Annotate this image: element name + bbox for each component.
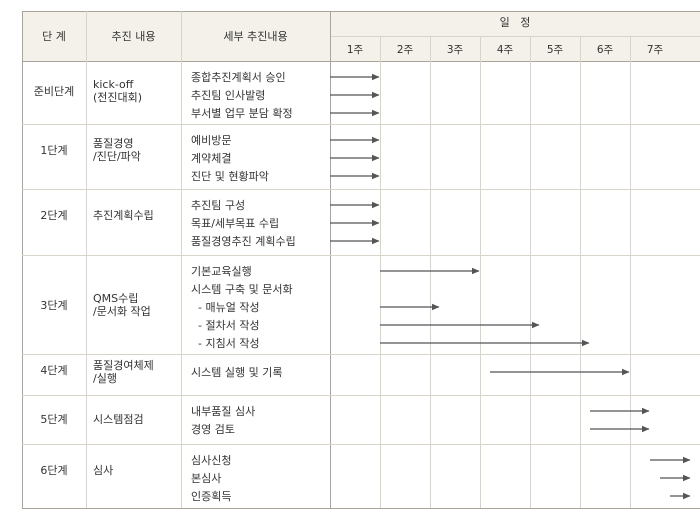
week-divider bbox=[430, 36, 431, 508]
row-divider bbox=[22, 255, 700, 256]
detail-item: 경영 검토 bbox=[191, 423, 235, 436]
week-header: 7주 bbox=[646, 44, 664, 56]
row-divider bbox=[22, 395, 700, 396]
task-label: kick-off bbox=[93, 78, 134, 91]
task-label: /문서화 작업 bbox=[93, 305, 151, 318]
table-left-border bbox=[22, 11, 23, 508]
header-task: 추진 내용 bbox=[111, 30, 156, 43]
column-divider bbox=[86, 11, 87, 508]
task-label: /실행 bbox=[93, 372, 117, 385]
detail-item: 인증획득 bbox=[191, 490, 232, 503]
column-divider bbox=[330, 11, 331, 508]
header-stage: 단 계 bbox=[42, 30, 66, 43]
stage-label: 4단계 bbox=[40, 364, 68, 377]
stage-label: 5단계 bbox=[40, 413, 68, 426]
detail-item: 계약체결 bbox=[191, 152, 232, 165]
week-header: 3주 bbox=[446, 44, 464, 56]
week-header: 2주 bbox=[396, 44, 414, 56]
header-split-line bbox=[330, 36, 700, 37]
stage-label: 1단계 bbox=[40, 144, 68, 157]
header-bottom-border bbox=[22, 61, 700, 62]
table-top-border bbox=[22, 11, 700, 12]
table-bottom-border bbox=[22, 508, 700, 509]
detail-item: 목표/세부목표 수립 bbox=[191, 217, 280, 230]
stage-label: 3단계 bbox=[40, 299, 68, 312]
detail-item: 시스템 구축 및 문서화 bbox=[191, 283, 293, 296]
task-label: QMS수립 bbox=[93, 292, 139, 305]
detail-item: 부서별 업무 분담 확정 bbox=[191, 107, 293, 120]
column-divider bbox=[181, 11, 182, 508]
header-schedule: 일 정 bbox=[499, 16, 531, 29]
week-header: 4주 bbox=[496, 44, 514, 56]
stage-label: 준비단계 bbox=[33, 85, 75, 98]
row-divider bbox=[22, 189, 700, 190]
detail-item: - 절차서 작성 bbox=[191, 319, 260, 332]
week-divider bbox=[380, 36, 381, 508]
week-header: 6주 bbox=[596, 44, 614, 56]
task-label: 품질경여체제 bbox=[93, 359, 154, 372]
detail-item: 진단 및 현황파악 bbox=[191, 170, 269, 183]
row-divider bbox=[22, 354, 700, 355]
week-header: 5주 bbox=[546, 44, 564, 56]
stage-label: 6단계 bbox=[40, 464, 68, 477]
detail-item: 기본교육실행 bbox=[191, 265, 252, 278]
week-divider bbox=[530, 36, 531, 508]
week-header: 1주 bbox=[346, 44, 364, 56]
detail-item: 시스템 실행 및 기록 bbox=[191, 366, 283, 379]
detail-item: 심사신청 bbox=[191, 454, 232, 467]
detail-item: - 매뉴얼 작성 bbox=[191, 301, 260, 314]
header-detail: 세부 추진내용 bbox=[223, 30, 288, 43]
week-divider bbox=[480, 36, 481, 508]
detail-item: 예비방문 bbox=[191, 134, 232, 147]
task-label: 심사 bbox=[93, 464, 114, 477]
detail-item: 품질경영추진 계획수립 bbox=[191, 235, 296, 248]
stage-label: 2단계 bbox=[40, 209, 68, 222]
task-label: 추진계획수립 bbox=[93, 209, 154, 222]
week-divider bbox=[580, 36, 581, 508]
detail-item: 추진팀 구성 bbox=[191, 199, 246, 212]
week-divider bbox=[630, 36, 631, 508]
detail-item: 본심사 bbox=[191, 472, 222, 485]
detail-item: 내부품질 심사 bbox=[191, 405, 256, 418]
task-label: 품질경영 bbox=[93, 137, 134, 150]
detail-item: - 지침서 작성 bbox=[191, 337, 260, 350]
task-label: 시스템점검 bbox=[93, 413, 144, 426]
detail-item: 종합추진계획서 승인 bbox=[191, 71, 286, 84]
task-label: /진단/파악 bbox=[93, 150, 141, 163]
task-label: (전진대회) bbox=[93, 91, 143, 104]
row-divider bbox=[22, 124, 700, 125]
row-divider bbox=[22, 444, 700, 445]
detail-item: 추진팀 인사발령 bbox=[191, 89, 266, 102]
